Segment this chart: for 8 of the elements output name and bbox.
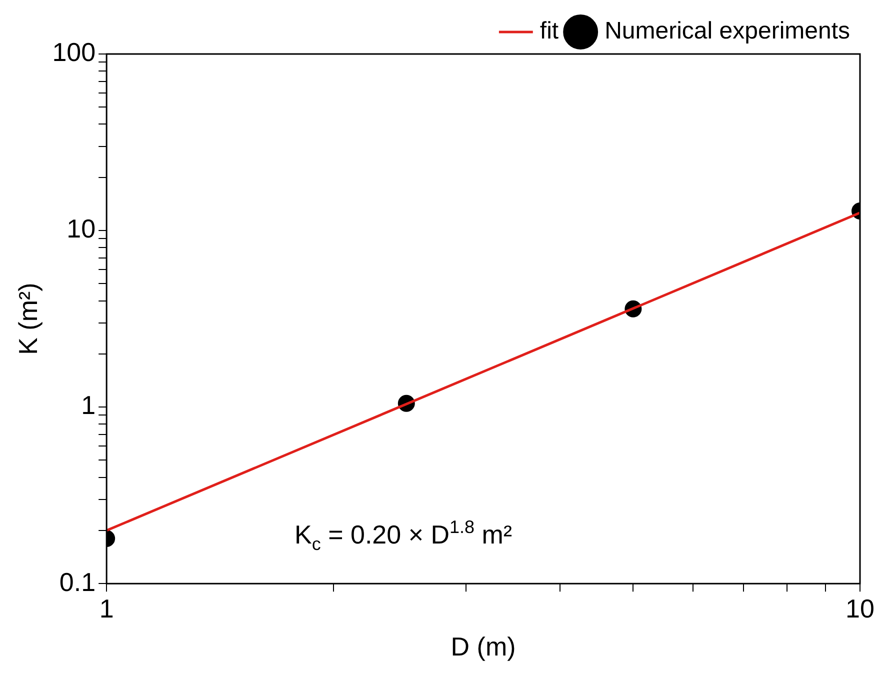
y-tick-label: 100 bbox=[52, 37, 96, 68]
legend-label: fit bbox=[540, 18, 559, 45]
y-tick-label: 0.1 bbox=[59, 566, 96, 597]
x-axis-title: D (m) bbox=[450, 632, 516, 662]
legend-label: Numerical experiments bbox=[604, 18, 850, 45]
y-axis-title: K (m²) bbox=[12, 282, 43, 355]
y-tick-label: 1 bbox=[81, 390, 96, 420]
y-tick-label: 10 bbox=[66, 214, 96, 244]
